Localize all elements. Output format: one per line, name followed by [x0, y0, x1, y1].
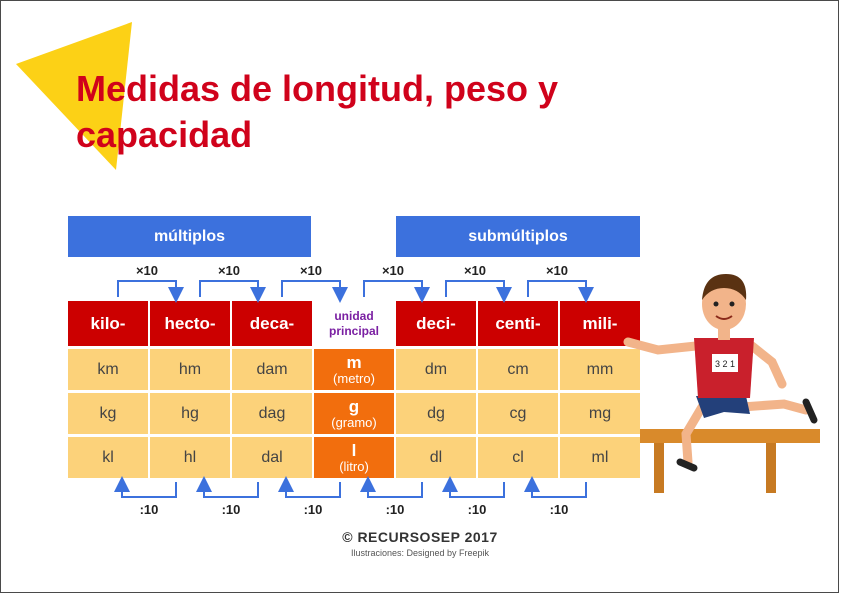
multiply-label-6: ×10	[545, 263, 569, 278]
cell-dl: dl	[396, 437, 476, 478]
unit-meter-name: (metro)	[333, 370, 375, 386]
cell-dm: dm	[396, 349, 476, 390]
runner-illustration: 3 2 1	[623, 274, 820, 493]
divide-label-6: :10	[549, 502, 569, 517]
cell-kl: kl	[68, 437, 148, 478]
prefix-hecto: hecto-	[150, 301, 230, 346]
unit-gram: g (gramo)	[314, 393, 394, 434]
unit-header-line1: unidad	[334, 308, 374, 323]
multiply-label-1: ×10	[135, 263, 159, 278]
prefix-kilo: kilo-	[68, 301, 148, 346]
divide-label-5: :10	[467, 502, 487, 517]
cell-hl: hl	[150, 437, 230, 478]
prefix-deci: deci-	[396, 301, 476, 346]
cell-mg: mg	[560, 393, 640, 434]
cell-dam: dam	[232, 349, 312, 390]
multiples-header: múltiplos	[68, 216, 311, 257]
cell-hm: hm	[150, 349, 230, 390]
divide-label-4: :10	[385, 502, 405, 517]
unit-header: unidad principal	[314, 301, 394, 346]
divide-label-2: :10	[221, 502, 241, 517]
unit-liter: l (litro)	[314, 437, 394, 478]
cell-hg: hg	[150, 393, 230, 434]
cell-dag: dag	[232, 393, 312, 434]
copyright: © RECURSOSEP 2017	[342, 529, 498, 545]
cell-mm: mm	[560, 349, 640, 390]
prefix-deca: deca-	[232, 301, 312, 346]
unit-header-line2: principal	[328, 323, 379, 338]
page-title: Medidas de longitud, peso y capacidad	[76, 68, 559, 155]
cell-cm: cm	[478, 349, 558, 390]
divide-label-1: :10	[139, 502, 159, 517]
unit-liter-name: (litro)	[339, 458, 369, 474]
multiply-label-3: ×10	[299, 263, 323, 278]
prefix-centi: centi-	[478, 301, 558, 346]
unit-gram-symbol: g	[348, 396, 360, 416]
cell-cl: cl	[478, 437, 558, 478]
multiply-label-4: ×10	[381, 263, 405, 278]
submultiples-header: submúltiplos	[396, 216, 640, 257]
multiply-label-2: ×10	[217, 263, 241, 278]
cell-cg: cg	[478, 393, 558, 434]
cell-dg: dg	[396, 393, 476, 434]
multiply-label-5: ×10	[463, 263, 487, 278]
cell-km: km	[68, 349, 148, 390]
divide-label-3: :10	[303, 502, 323, 517]
cell-kg: kg	[68, 393, 148, 434]
unit-liter-symbol: l	[351, 440, 357, 460]
unit-meter-symbol: m	[346, 352, 362, 372]
illustration-credit: Ilustraciones: Designed by Freepik	[350, 548, 490, 558]
unit-gram-name: (gramo)	[331, 414, 377, 430]
unit-meter: m (metro)	[314, 349, 394, 390]
cell-dal: dal	[232, 437, 312, 478]
cell-ml: ml	[560, 437, 640, 478]
bib-number: 3 2 1	[715, 359, 735, 369]
